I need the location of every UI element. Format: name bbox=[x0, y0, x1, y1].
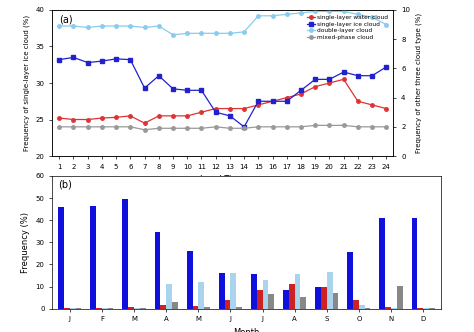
Bar bbox=[365, 308, 371, 309]
Bar bbox=[411, 218, 418, 309]
Bar bbox=[140, 308, 146, 309]
Bar bbox=[423, 308, 429, 309]
Bar bbox=[380, 218, 385, 309]
Bar bbox=[353, 300, 359, 309]
Bar bbox=[418, 308, 423, 309]
Bar bbox=[172, 302, 178, 309]
X-axis label: Month: Month bbox=[233, 328, 260, 332]
Y-axis label: Frequency of single-layer ice cloud (%): Frequency of single-layer ice cloud (%) bbox=[23, 15, 30, 151]
Bar bbox=[333, 293, 338, 309]
Bar bbox=[359, 305, 365, 309]
Bar bbox=[315, 287, 321, 309]
Bar bbox=[391, 308, 397, 309]
Bar bbox=[257, 290, 263, 309]
Bar bbox=[295, 275, 301, 309]
Bar bbox=[429, 308, 435, 309]
Legend: single-layer water cloud, single-layer ice cloud, double-layer cloud, mixed-phas: single-layer water cloud, single-layer i… bbox=[304, 13, 391, 42]
Bar bbox=[198, 282, 204, 309]
Bar bbox=[225, 300, 230, 309]
Bar bbox=[327, 272, 333, 309]
Bar bbox=[64, 308, 70, 309]
Bar bbox=[321, 287, 327, 309]
Bar bbox=[108, 308, 113, 309]
Text: (b): (b) bbox=[58, 180, 72, 190]
Bar bbox=[75, 308, 82, 309]
Bar bbox=[155, 232, 160, 309]
Bar bbox=[192, 306, 198, 309]
Y-axis label: Frequency of other three cloud type (%): Frequency of other three cloud type (%) bbox=[416, 13, 422, 153]
Bar bbox=[160, 305, 166, 309]
Bar bbox=[204, 307, 210, 309]
Bar bbox=[301, 296, 306, 309]
Y-axis label: Frequency (%): Frequency (%) bbox=[21, 212, 30, 273]
Bar bbox=[397, 286, 402, 309]
Bar bbox=[122, 199, 128, 309]
Bar bbox=[268, 294, 274, 309]
Bar bbox=[128, 307, 134, 309]
Bar bbox=[385, 306, 391, 309]
Bar bbox=[96, 308, 102, 309]
Bar bbox=[91, 206, 96, 309]
X-axis label: Local Time: Local Time bbox=[201, 175, 245, 184]
Bar bbox=[283, 290, 289, 309]
Text: (a): (a) bbox=[59, 14, 73, 24]
Bar bbox=[289, 285, 295, 309]
Bar bbox=[102, 308, 108, 309]
Bar bbox=[70, 308, 75, 309]
Bar bbox=[58, 207, 64, 309]
Bar bbox=[263, 280, 268, 309]
Bar bbox=[347, 252, 353, 309]
Bar bbox=[219, 273, 225, 309]
Bar bbox=[230, 273, 236, 309]
Bar bbox=[134, 308, 140, 309]
Bar bbox=[251, 275, 257, 309]
Bar bbox=[236, 307, 242, 309]
Bar bbox=[187, 251, 192, 309]
Bar bbox=[166, 285, 172, 309]
